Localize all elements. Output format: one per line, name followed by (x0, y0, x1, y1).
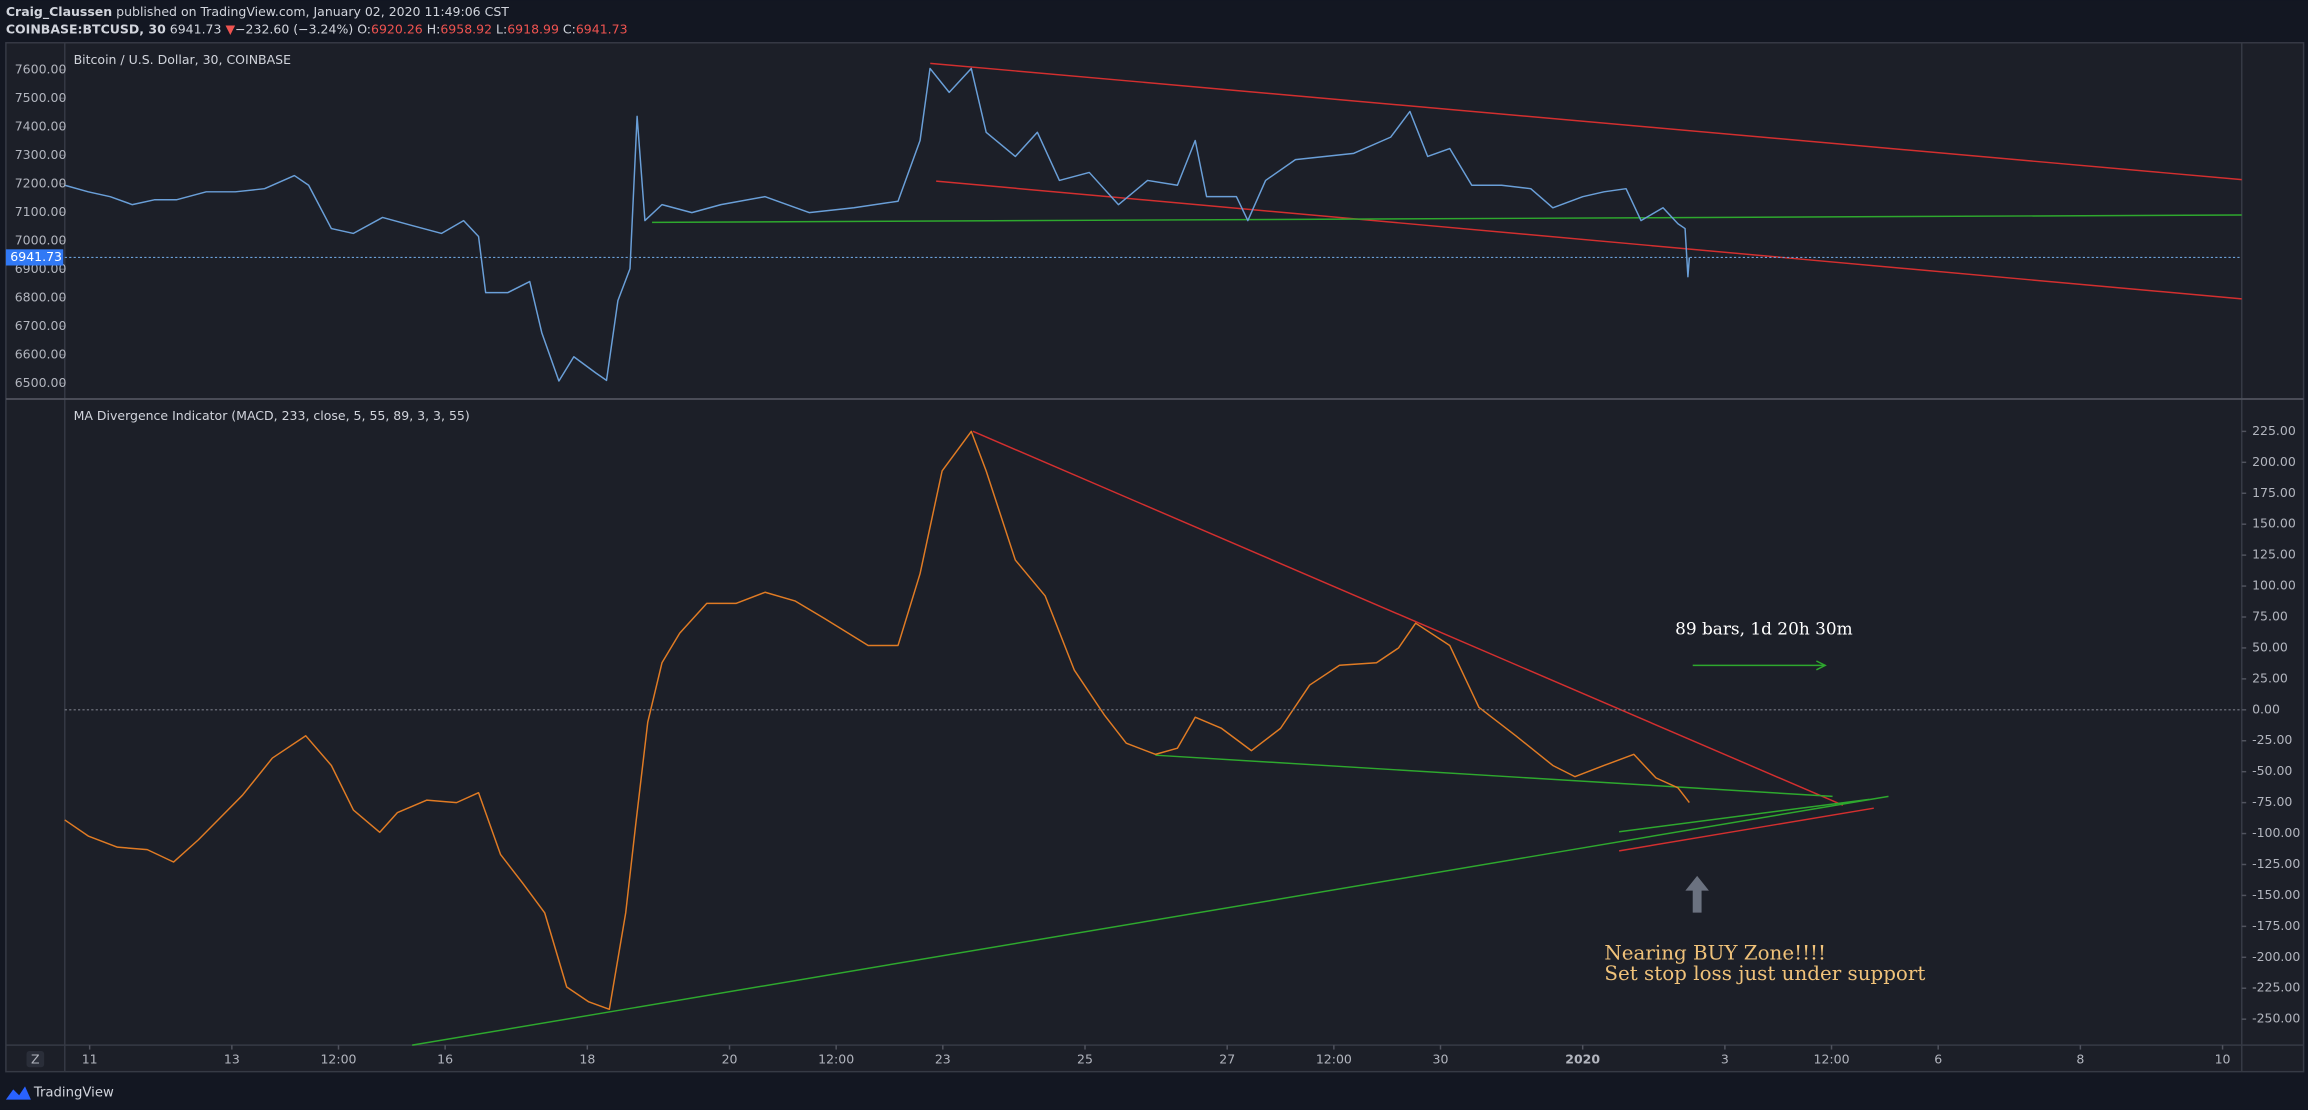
low-label: L: (496, 21, 507, 36)
y-tick-label: 125.00 (2252, 547, 2296, 562)
author: Craig_Claussen (6, 3, 112, 19)
x-tick-label: 8 (2076, 1051, 2084, 1066)
brand: TradingView (33, 1085, 114, 1100)
y-tick-label: 0.00 (2252, 701, 2280, 716)
measure-arrowhead (1816, 660, 1827, 671)
chart-frame (5, 42, 2305, 1073)
trendline (1619, 807, 1874, 852)
y-tick-label: 6700.00 (15, 318, 67, 333)
y-tick-label: 50.00 (2252, 639, 2288, 654)
x-tick-label: 13 (224, 1051, 240, 1066)
y-tick-label: 150.00 (2252, 516, 2296, 531)
series-line (64, 430, 1690, 1011)
y-tick-label: 175.00 (2252, 485, 2296, 500)
y-tick-label: -225.00 (2252, 980, 2300, 995)
y-tick-label: 7000.00 (15, 232, 67, 247)
header-line2: COINBASE:BTCUSD, 30 6941.73 ▼−232.60 (−3… (6, 21, 628, 36)
x-tick-label: 2020 (1565, 1051, 1600, 1066)
logo (5, 1086, 31, 1100)
y-tick-label: 7600.00 (15, 61, 67, 76)
y-tick-label: 6600.00 (15, 346, 67, 361)
zoom-label[interactable]: Z (31, 1051, 40, 1066)
y-tick-label: -250.00 (2252, 1011, 2300, 1026)
y-tick-label: 7400.00 (15, 118, 67, 133)
close: 6941.73 (576, 21, 628, 36)
zoom-button[interactable] (26, 1051, 45, 1068)
trendline (1155, 754, 1833, 798)
y-tick-label: 75.00 (2252, 608, 2288, 623)
y-tick-label: 7200.00 (15, 175, 67, 190)
high: 6958.92 (440, 21, 492, 36)
y-tick-label: 7300.00 (15, 147, 67, 162)
last-price-box (5, 249, 64, 266)
trendline (930, 62, 2242, 181)
header-line1: Craig_Claussen published on TradingView.… (6, 3, 509, 19)
marks (64, 67, 1691, 1011)
y-tick-label: 100.00 (2252, 578, 2296, 593)
pane-title: MA Divergence Indicator (MACD, 233, clos… (74, 408, 470, 423)
y-tick-label: -125.00 (2252, 856, 2300, 871)
y-tick-label: 200.00 (2252, 454, 2296, 469)
last-price-label: 6941.73 (10, 249, 62, 264)
series-line (64, 67, 1691, 382)
y-tick-label: 6500.00 (15, 375, 67, 390)
y-tick-label: -75.00 (2252, 794, 2292, 809)
x-tick-label: 12:00 (1814, 1051, 1850, 1066)
y-tick-label: -100.00 (2252, 825, 2300, 840)
x-tick-label: 20 (722, 1051, 738, 1066)
low: 6918.99 (507, 21, 559, 36)
last: 6941.73 (170, 21, 222, 36)
measure-label: 89 bars, 1d 20h 30m (1675, 619, 1853, 639)
up-arrow-icon (1685, 875, 1709, 913)
note: Nearing BUY Zone!!!! (1604, 941, 1826, 964)
x-tick-label: 12:00 (320, 1051, 356, 1066)
trendline (652, 214, 2242, 224)
x-tick-label: 18 (579, 1051, 595, 1066)
y-tick-label: -50.00 (2252, 763, 2292, 778)
y-tick-label: 7100.00 (15, 204, 67, 219)
y-tick-label: -200.00 (2252, 949, 2300, 964)
published: published on TradingView.com, January 02… (116, 3, 509, 18)
trendline (972, 430, 1844, 806)
x-tick-label: 25 (1077, 1051, 1093, 1066)
high-label: H: (427, 21, 441, 36)
x-tick-label: 3 (1721, 1051, 1729, 1066)
x-tick-label: 10 (2215, 1051, 2231, 1066)
y-tick-label: -150.00 (2252, 887, 2300, 902)
open-label: O: (357, 21, 371, 36)
x-tick-label: 27 (1219, 1051, 1235, 1066)
trendline (936, 180, 2242, 300)
trendline (1619, 798, 1870, 833)
pane-title: Bitcoin / U.S. Dollar, 30, COINBASE (74, 52, 292, 67)
trendline (412, 795, 1889, 1046)
change: −232.60 (−3.24%) (235, 21, 353, 36)
y-tick-label: 225.00 (2252, 423, 2296, 438)
y-tick-label: 25.00 (2252, 670, 2288, 685)
y-tick-label: -175.00 (2252, 918, 2300, 933)
symbol: COINBASE:BTCUSD, 30 (6, 21, 166, 36)
x-tick-label: 12:00 (1316, 1051, 1352, 1066)
x-tick-label: 23 (935, 1051, 951, 1066)
x-tick-label: 16 (437, 1051, 453, 1066)
close-label: C: (563, 21, 576, 36)
open: 6920.26 (371, 21, 423, 36)
y-tick-label: -25.00 (2252, 732, 2292, 747)
y-tick-label: 6800.00 (15, 289, 67, 304)
note: Set stop loss just under support (1604, 962, 1925, 985)
x-tick-label: 11 (82, 1051, 98, 1066)
drawings (412, 62, 2242, 1046)
arrow: ▼ (225, 21, 235, 36)
y-tick-label: 7500.00 (15, 90, 67, 105)
x-tick-label: 30 (1433, 1051, 1449, 1066)
x-tick-label: 6 (1934, 1051, 1942, 1066)
x-tick-label: 12:00 (818, 1051, 854, 1066)
